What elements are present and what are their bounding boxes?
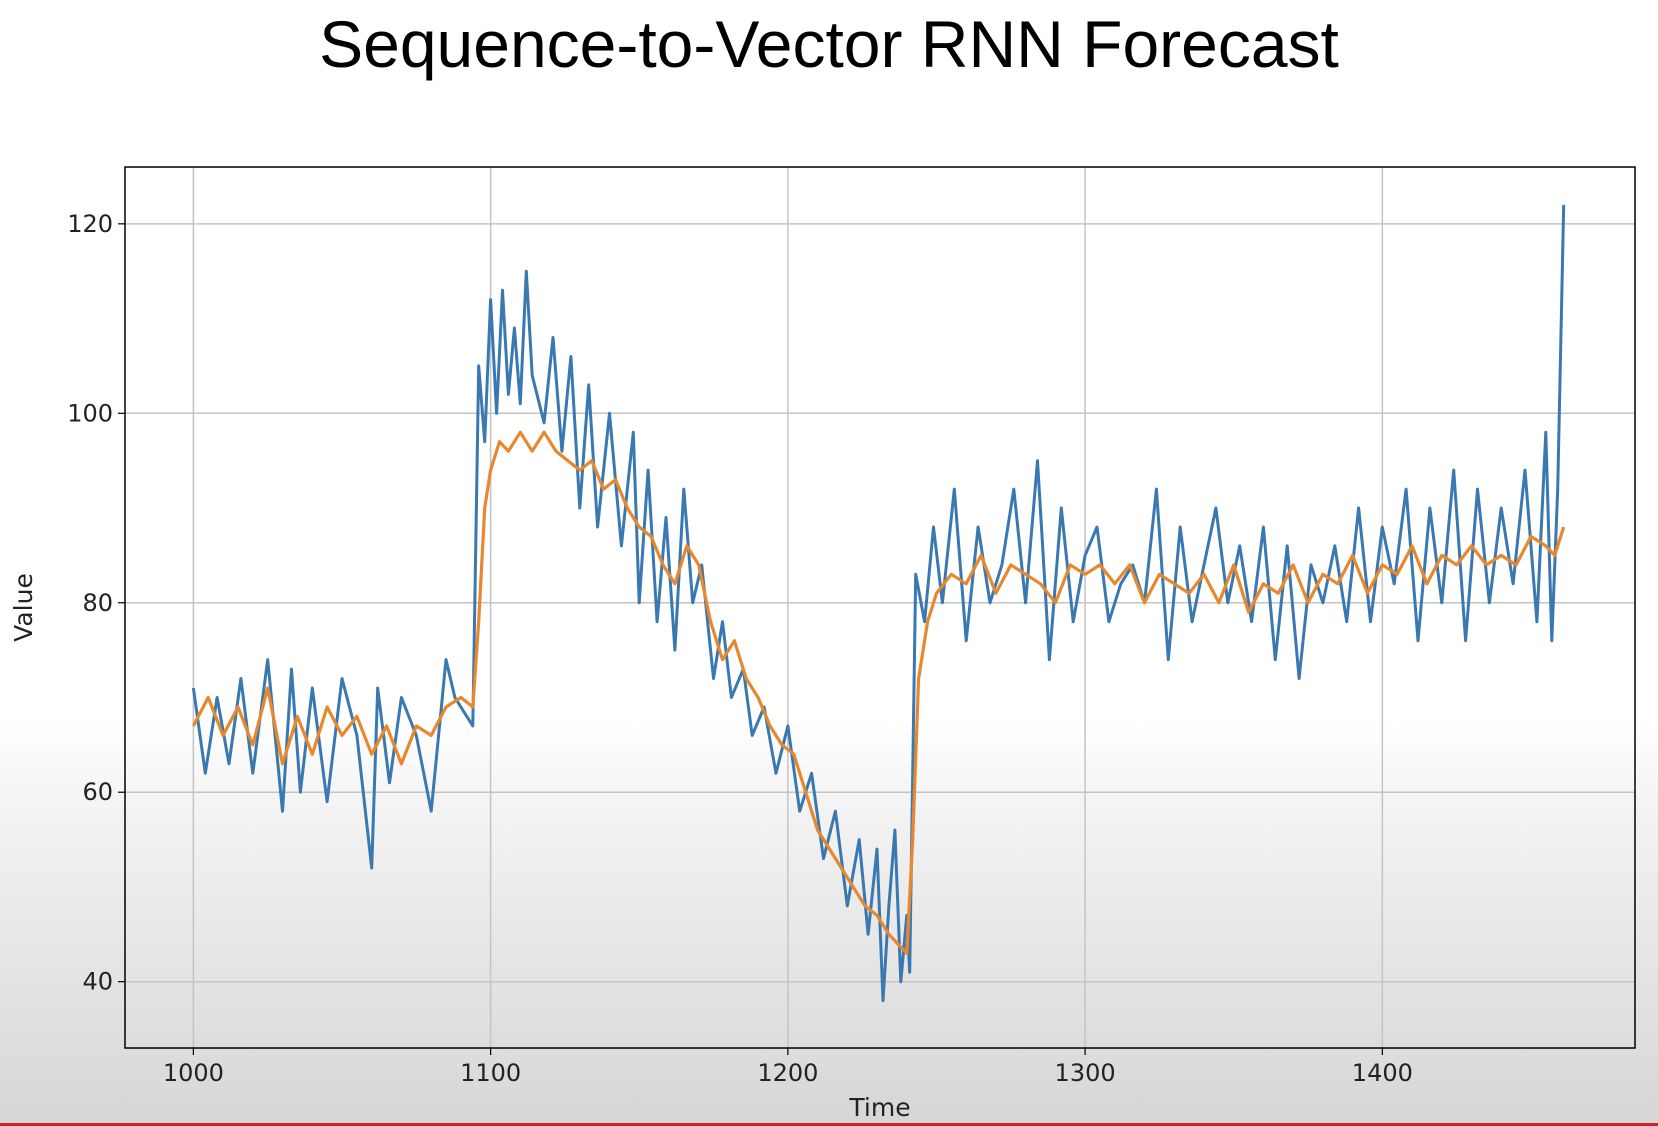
- x-axis-label: Time: [848, 1093, 910, 1122]
- y-tick-label: 80: [82, 589, 113, 617]
- x-tick-label: 1400: [1352, 1059, 1413, 1087]
- series-layer: [191, 204, 1566, 1003]
- grid-lines: [125, 167, 1635, 1048]
- series-line-1: [191, 204, 1566, 1003]
- y-tick-label: 120: [67, 210, 113, 238]
- x-tick-label: 1200: [757, 1059, 818, 1087]
- y-axis-label: Value: [9, 573, 38, 642]
- y-tick-label: 40: [82, 968, 113, 996]
- bottom-rule: [0, 1123, 1658, 1126]
- ticks: 1000 1100 1200 1300 1400 40 60 80 100 120: [67, 210, 1413, 1087]
- series-line-2: [191, 430, 1566, 955]
- plot-frame: [124, 166, 1636, 1049]
- chart-title: Sequence-to-Vector RNN Forecast: [319, 7, 1339, 81]
- x-tick-label: 1000: [163, 1059, 224, 1087]
- y-tick-label: 60: [82, 778, 113, 806]
- x-tick-label: 1100: [460, 1059, 521, 1087]
- x-tick-label: 1300: [1055, 1059, 1116, 1087]
- y-tick-label: 100: [67, 399, 113, 427]
